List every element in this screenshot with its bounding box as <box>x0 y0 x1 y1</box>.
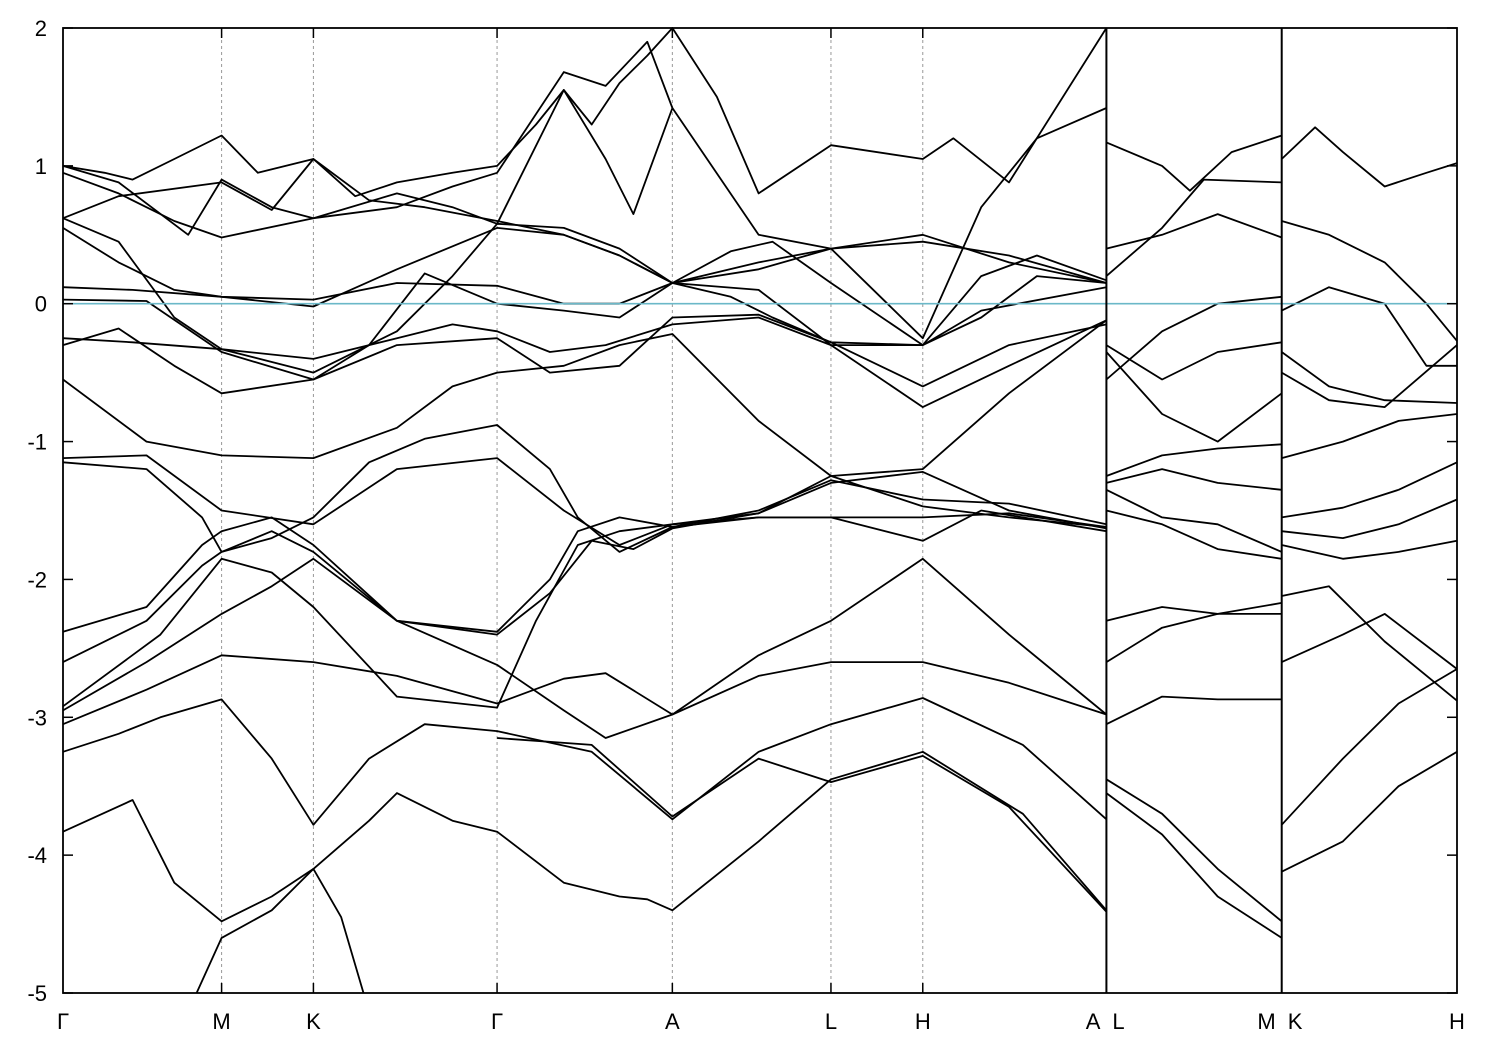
band-line <box>62 27 1108 198</box>
y-tick-label: 2 <box>35 16 47 41</box>
band-line <box>1281 461 1458 519</box>
band-line <box>62 316 1107 408</box>
y-tick-label: -5 <box>27 981 47 1006</box>
band-line <box>1281 351 1458 404</box>
band-line <box>62 509 1107 663</box>
band-line <box>1281 498 1458 539</box>
y-tick-label: -1 <box>27 430 47 455</box>
band-line <box>62 454 1107 546</box>
y-tick-label: -3 <box>27 705 47 730</box>
y-tick-label: -2 <box>27 567 47 592</box>
band-line <box>1106 606 1282 622</box>
band-line <box>1105 792 1283 939</box>
band-line <box>1281 539 1458 560</box>
band-line <box>1105 295 1282 381</box>
band-line <box>62 217 1107 374</box>
kpoint-label: K <box>1288 1009 1303 1034</box>
kpoint-label: A <box>1086 1009 1101 1034</box>
band-line <box>62 40 674 236</box>
band-line <box>1281 126 1458 188</box>
y-tick-label: 1 <box>35 154 47 179</box>
band-line <box>62 240 1107 381</box>
band-line <box>1106 134 1282 192</box>
band-line <box>1281 751 1458 873</box>
band-line <box>62 471 1107 709</box>
y-tick-label: -4 <box>27 843 47 868</box>
kpoint-label: A <box>665 1009 680 1034</box>
band-line <box>62 89 1107 340</box>
band-line <box>1106 509 1282 560</box>
band-line <box>1281 413 1458 459</box>
band-line <box>1106 468 1282 491</box>
kpoint-gridlines <box>221 28 924 993</box>
kpoint-label: M <box>212 1009 230 1034</box>
band-line <box>1281 668 1458 826</box>
y-axis-ticks: -5 -4 -3 -2 -1 0 1 2 <box>27 16 1457 1006</box>
kpoint-label: M <box>1257 1009 1275 1034</box>
plot-frame <box>62 27 1458 994</box>
band-line <box>62 158 1107 346</box>
band-line <box>1105 602 1282 663</box>
band-line <box>1106 213 1283 250</box>
segment-breaks <box>1105 28 1283 993</box>
band-line <box>62 697 1107 826</box>
band-line <box>62 475 1107 636</box>
band-line <box>1281 585 1458 702</box>
y-tick-label: 0 <box>35 292 47 317</box>
band-lines <box>62 27 1458 994</box>
kpoint-label: L <box>825 1009 837 1034</box>
band-line <box>1106 695 1282 726</box>
band-line <box>1105 341 1282 381</box>
kpoint-label: Γ <box>57 1009 69 1034</box>
band-line <box>62 654 1107 726</box>
band-line <box>497 737 1108 913</box>
band-line <box>62 799 365 994</box>
band-line <box>62 557 1107 739</box>
band-line <box>1105 351 1283 443</box>
band-line <box>1105 178 1282 277</box>
band-line <box>1281 286 1457 367</box>
band-line <box>1106 488 1283 553</box>
band-line <box>62 424 1107 553</box>
band-line <box>62 319 1107 477</box>
kpoint-label: H <box>915 1009 931 1034</box>
band-line <box>1281 613 1458 670</box>
kpoint-label: K <box>306 1009 321 1034</box>
band-line <box>62 313 1107 395</box>
band-line <box>1105 778 1283 922</box>
band-line <box>195 750 1108 994</box>
kpoint-label: L <box>1112 1009 1124 1034</box>
kpoint-label: Γ <box>491 1009 503 1034</box>
band-line <box>1106 443 1282 477</box>
band-line <box>1281 344 1458 408</box>
band-line <box>1281 220 1458 342</box>
kpoint-label: H <box>1449 1009 1465 1034</box>
